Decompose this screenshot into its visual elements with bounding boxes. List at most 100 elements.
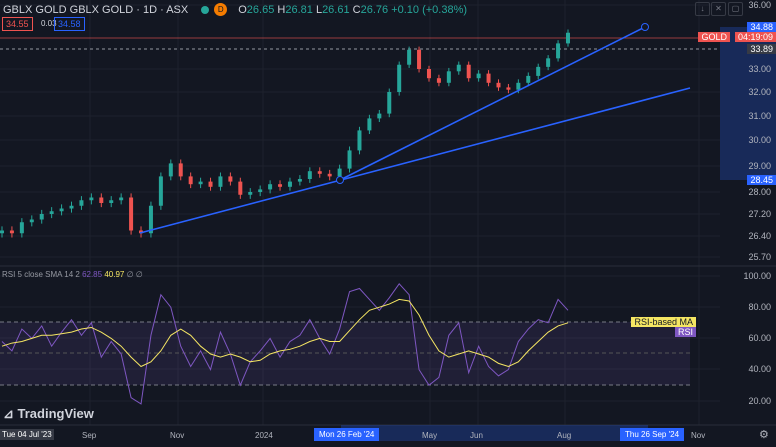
candle xyxy=(228,176,233,182)
tradingview-logo[interactable]: ⊿ TradingView xyxy=(3,406,94,421)
candle xyxy=(367,118,372,131)
price-tick: 28.00 xyxy=(748,187,771,197)
candle xyxy=(0,230,4,234)
symbol-tag: GOLD xyxy=(698,32,730,42)
market-status-icon xyxy=(201,5,210,14)
candle xyxy=(436,78,441,83)
arrow-down-icon[interactable]: ↓ xyxy=(695,2,710,16)
candle xyxy=(248,192,253,195)
rsi-tag: RSI xyxy=(674,327,696,337)
candle xyxy=(178,163,183,177)
rsi-ma-tag: RSI-based MA xyxy=(631,317,696,327)
fullscreen-icon[interactable]: ▢ xyxy=(728,2,743,16)
candle xyxy=(307,171,312,179)
candle xyxy=(417,49,422,69)
countdown-badge: 04:19:09 xyxy=(734,32,776,42)
candle xyxy=(29,219,34,223)
spread-value: 0.03 xyxy=(41,19,57,28)
price-tick: 26.40 xyxy=(748,231,771,241)
rsi-tick: 80.00 xyxy=(748,302,771,312)
candle xyxy=(536,66,541,76)
candle xyxy=(258,189,263,192)
symbol-legend: GBLX GOLD GBLX GOLD · 1D · ASX D O26.65 … xyxy=(3,3,467,16)
candle xyxy=(139,230,144,234)
candle xyxy=(357,130,362,151)
rsi-line xyxy=(1,283,569,405)
range-end-label: Thu 26 Sep '24 xyxy=(620,428,685,441)
time-tick: May xyxy=(422,431,438,440)
price-tick: 33.00 xyxy=(748,64,771,74)
candle xyxy=(556,43,561,59)
rsi-tick: 60.00 xyxy=(748,333,771,343)
candle xyxy=(188,176,193,185)
ohlc-values: O26.65 H26.81 L26.61 C26.76 +0.10 (+0.38… xyxy=(238,3,468,16)
rsi-tick: 40.00 xyxy=(748,364,771,374)
dashed-level-badge: 33.89 xyxy=(747,44,776,54)
candle xyxy=(69,205,74,209)
candle xyxy=(238,181,243,195)
candle xyxy=(158,176,163,206)
settings-icon[interactable]: ⚙ xyxy=(759,429,769,441)
buy-button[interactable]: 34.58 xyxy=(54,17,85,31)
candle xyxy=(526,75,531,83)
candle xyxy=(546,58,551,67)
rsi-tick: 20.00 xyxy=(748,396,771,406)
candle xyxy=(426,69,431,79)
candle xyxy=(317,171,322,174)
candle xyxy=(397,64,402,92)
trendline-lower[interactable] xyxy=(139,87,691,234)
time-tick: Nov xyxy=(170,431,185,440)
range-start-label: Mon 26 Feb '24 xyxy=(314,428,380,441)
candle xyxy=(168,163,173,177)
candle xyxy=(278,184,283,187)
time-tick: Sep xyxy=(82,431,97,440)
candle xyxy=(198,181,203,185)
trendline-handle-start[interactable] xyxy=(336,176,344,184)
candle xyxy=(109,200,114,203)
price-tick: 25.70 xyxy=(748,252,771,262)
candle xyxy=(297,179,302,182)
candle xyxy=(337,168,342,177)
candle xyxy=(377,113,382,119)
candle xyxy=(287,181,292,187)
time-tick: Aug xyxy=(557,431,572,440)
price-tick: 36.00 xyxy=(748,0,771,10)
symbol-title[interactable]: GBLX GOLD GBLX GOLD · 1D · ASX xyxy=(3,3,189,16)
delayed-badge: D xyxy=(214,3,228,16)
trendline-handle-end[interactable] xyxy=(641,23,649,31)
candle xyxy=(407,49,412,65)
sell-button[interactable]: 34.55 xyxy=(2,17,33,31)
candle xyxy=(516,82,521,90)
price-tick: 30.00 xyxy=(748,135,771,145)
candle xyxy=(486,73,491,83)
candle xyxy=(59,208,64,212)
price-tick: 29.00 xyxy=(748,161,771,171)
candle xyxy=(119,197,124,201)
time-range-highlight xyxy=(341,425,648,441)
candle xyxy=(566,32,570,44)
marker-price-badge: 28.45 xyxy=(747,175,776,185)
candle xyxy=(476,73,481,79)
rsi-ma-line xyxy=(1,298,569,368)
cursor-date-label: Tue 04 Jul '23 xyxy=(0,429,54,440)
current-price-badge: 34.88 xyxy=(747,22,776,32)
candle xyxy=(129,197,134,231)
time-tick: 2024 xyxy=(255,431,273,440)
candle xyxy=(9,230,14,234)
rsi-legend: RSI 5 close SMA 14 2 62.85 40.97 ∅ ∅ xyxy=(2,270,143,279)
time-tick: Jun xyxy=(470,431,483,440)
candle xyxy=(466,64,471,79)
price-tick: 32.00 xyxy=(748,87,771,97)
candle xyxy=(99,197,104,203)
trendline-upper[interactable] xyxy=(339,26,646,181)
candle xyxy=(218,176,223,187)
candle xyxy=(456,64,461,72)
collapse-icon[interactable]: ✕ xyxy=(711,2,726,16)
logo-icon: ⊿ xyxy=(3,406,18,421)
candle xyxy=(89,197,94,201)
candle xyxy=(496,82,501,88)
rsi-tick: 100.00 xyxy=(743,271,771,281)
candle xyxy=(208,181,213,187)
candle xyxy=(327,173,332,177)
